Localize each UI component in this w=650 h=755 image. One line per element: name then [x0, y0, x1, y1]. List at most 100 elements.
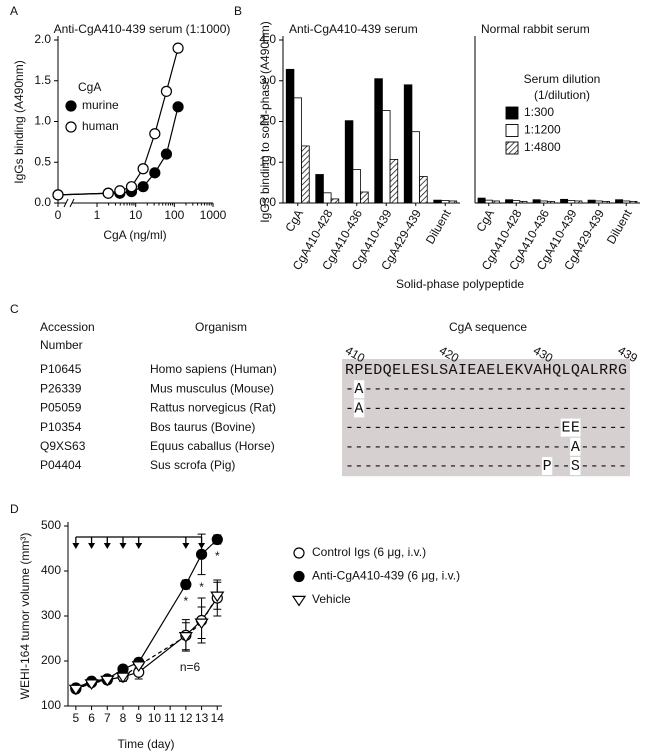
marker: [100, 675, 115, 687]
alignment-background: [342, 359, 630, 477]
bar: [419, 176, 428, 204]
x-tick-label: Diluent: [604, 207, 635, 247]
sequence: RPEDQELESLSAIEAELEKVAHQLQALRRG: [345, 362, 627, 379]
bar: [441, 200, 450, 204]
bar: [594, 200, 603, 204]
x-tick-label: Diluent: [423, 207, 454, 247]
marker: [68, 684, 83, 696]
annotation: n=6: [180, 660, 201, 674]
injection-arrow: [135, 537, 143, 549]
accession: P10645: [40, 362, 82, 376]
significance-mark: *: [199, 580, 204, 594]
legend-title: (1/dilution): [534, 88, 590, 102]
marker: [125, 181, 138, 193]
column-header: Organism: [195, 320, 247, 334]
bar: [484, 199, 493, 204]
marker: [149, 128, 161, 140]
bar: [433, 199, 442, 204]
y-axis-label: IgGs binding to solid-phase (A490nm): [258, 21, 272, 222]
arrow-head: [103, 543, 111, 549]
organism: Equus caballus (Horse): [150, 439, 275, 453]
y-tick-label: 400: [41, 563, 61, 577]
bar: [360, 191, 369, 204]
arrow-head: [182, 543, 190, 549]
panel-label: B: [234, 4, 242, 18]
legend-title: Serum dilution: [524, 72, 601, 86]
sequence: ---------------------P--S-----: [345, 458, 627, 475]
bar: [629, 200, 638, 204]
marker: [160, 85, 173, 97]
column-header: Number: [40, 338, 83, 352]
column-header: CgA sequence: [449, 320, 527, 334]
legend-marker: [293, 570, 305, 583]
legend-label: Anti-CgA410-439 (6 μg, i.v.): [312, 569, 460, 583]
injection-arrow: [119, 537, 127, 549]
marker: [115, 672, 131, 684]
sequence: -A----------------------------: [345, 400, 627, 417]
marker: [211, 533, 223, 546]
x-tick-label: 100: [164, 208, 184, 222]
legend-swatch: [505, 124, 519, 137]
x-tick-label: 5: [73, 711, 80, 725]
marker: [137, 163, 149, 175]
variant-highlight: [541, 457, 553, 475]
x-tick-label: 12: [179, 711, 193, 725]
legend-title: CgA: [78, 80, 101, 94]
x-tick-label: CgA: [282, 207, 306, 234]
y-tick-label: 100: [41, 698, 61, 712]
column-header: Accession: [40, 320, 95, 334]
y-tick-label: 1.5: [34, 73, 51, 87]
bar: [293, 97, 302, 204]
sequence: -A----------------------------: [345, 381, 627, 398]
arrow-head: [135, 543, 143, 549]
bar: [567, 200, 576, 204]
x-tick-label: 7: [104, 711, 111, 725]
y-tick-label: 4.0: [259, 32, 276, 46]
x-tick-label: 13: [195, 711, 209, 725]
panel-label: C: [10, 302, 19, 316]
marker: [137, 181, 149, 193]
accession: Q9XS63: [40, 439, 86, 453]
sequence: ------------------------A-----: [345, 439, 627, 456]
bar: [477, 197, 486, 204]
organism: Mus musculus (Mouse): [150, 381, 274, 395]
x-tick-label: CgA: [473, 207, 497, 234]
series-line: [75, 595, 218, 690]
y-tick-label: 200: [41, 653, 61, 667]
marker: [195, 548, 208, 560]
y-tick-label: 500: [41, 518, 61, 532]
bar: [344, 120, 354, 204]
marker: [102, 187, 114, 199]
panel-title: Anti-CgA410-439 serum: [289, 22, 418, 36]
bar: [403, 84, 413, 204]
marker: [172, 42, 184, 54]
x-tick-label: 14: [211, 711, 225, 725]
legend-swatch: [505, 106, 519, 120]
legend-label: human: [82, 119, 119, 133]
x-tick-label: 10: [148, 711, 162, 725]
y-tick-label: 1.0: [259, 154, 276, 168]
bar: [574, 200, 583, 204]
marker: [52, 189, 64, 201]
panel-label: D: [10, 502, 19, 516]
marker: [149, 167, 161, 179]
marker: [131, 661, 146, 672]
marker: [160, 148, 173, 160]
legend-label: 1:4800: [524, 140, 561, 154]
accession: P26339: [40, 381, 82, 395]
legend-label: 1:300: [524, 105, 554, 119]
x-tick-label: 9: [135, 711, 142, 725]
bar: [285, 68, 295, 204]
injection-arrow: [103, 537, 111, 549]
bar: [512, 200, 521, 204]
legend-label: Control Igs (6 μg, i.v.): [312, 545, 426, 559]
bar: [615, 199, 624, 204]
organism: Sus scrofa (Pig): [150, 458, 235, 472]
legend-label: murine: [82, 98, 119, 112]
injection-arrow: [182, 537, 190, 549]
y-tick-label: 0.0: [34, 195, 51, 209]
x-axis-label: CgA (ng/ml): [103, 228, 166, 242]
x-tick-label: 11: [164, 711, 177, 725]
axis-break: [63, 198, 69, 208]
